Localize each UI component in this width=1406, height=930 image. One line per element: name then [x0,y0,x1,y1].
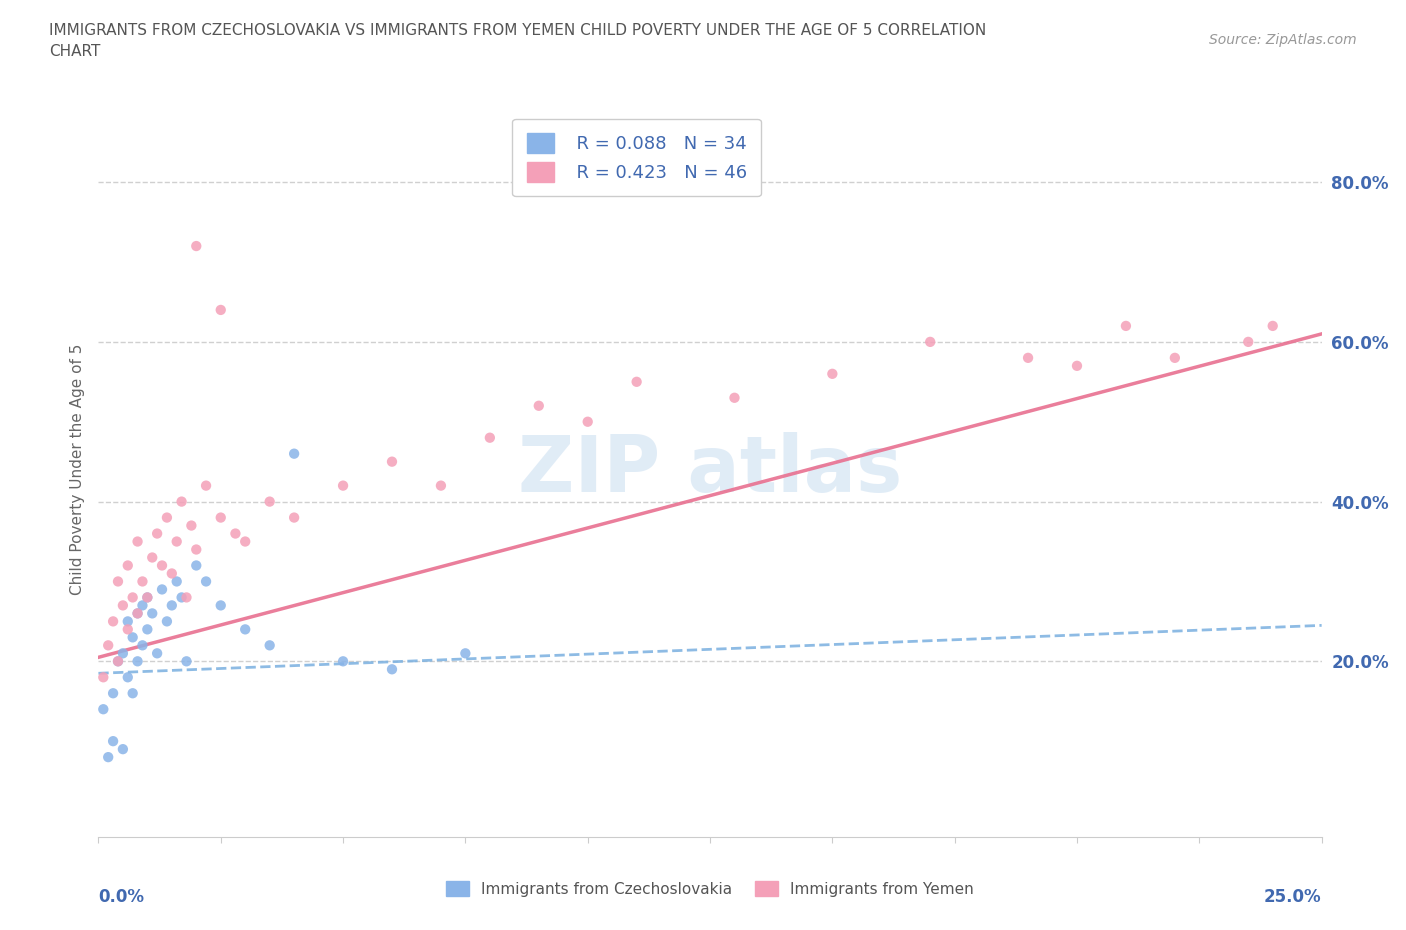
Point [101,734,124,749]
Point [259,494,281,509]
Point [195,574,218,589]
Point [91,702,114,717]
Point [156,511,179,525]
Point [180,518,202,533]
Point [186,239,208,254]
Point [332,478,354,493]
Point [224,526,246,541]
Point [127,534,149,549]
Point [121,685,143,700]
Point [576,414,599,429]
Point [723,391,745,405]
Point [131,638,153,653]
Point [97,638,120,653]
Point [209,302,232,317]
Point [101,614,124,629]
Point [259,638,281,653]
Point [141,606,163,621]
Point [454,646,477,661]
Point [920,335,942,350]
Point [107,654,129,669]
Legend: Immigrants from Czechoslovakia, Immigrants from Yemen: Immigrants from Czechoslovakia, Immigran… [440,874,980,903]
Point [111,646,134,661]
Point [111,598,134,613]
Point [117,670,139,684]
Point [91,670,114,684]
Point [111,742,134,757]
Point [127,606,149,621]
Point [136,622,159,637]
Point [156,614,179,629]
Point [381,454,404,469]
Point [146,526,169,541]
Point [626,375,648,390]
Point [430,478,453,493]
Point [131,574,153,589]
Point [117,614,139,629]
Point [332,654,354,669]
Text: ZIP atlas: ZIP atlas [517,432,903,508]
Point [233,534,256,549]
Point [283,511,305,525]
Point [131,598,153,613]
Point [195,478,218,493]
Point [170,590,193,604]
Point [150,558,173,573]
Point [160,566,183,581]
Point [121,630,143,644]
Point [381,662,404,677]
Point [1066,358,1088,373]
Point [121,590,143,604]
Point [117,558,139,573]
Point [1164,351,1187,365]
Point [117,622,139,637]
Point [527,398,550,413]
Point [127,606,149,621]
Point [1261,318,1284,333]
Text: 25.0%: 25.0% [1264,888,1322,907]
Point [141,550,163,565]
Point [209,511,232,525]
Point [176,590,198,604]
Point [136,590,159,604]
Point [209,598,232,613]
Point [166,574,188,589]
Point [101,685,124,700]
Text: Source: ZipAtlas.com: Source: ZipAtlas.com [1209,33,1357,46]
Point [150,582,173,597]
Point [136,590,159,604]
Point [1115,318,1137,333]
Y-axis label: Child Poverty Under the Age of 5: Child Poverty Under the Age of 5 [69,344,84,595]
Point [146,646,169,661]
Point [186,558,208,573]
Point [176,654,198,669]
Point [821,366,844,381]
Point [127,654,149,669]
Text: 0.0%: 0.0% [98,888,145,907]
Point [186,542,208,557]
Text: IMMIGRANTS FROM CZECHOSLOVAKIA VS IMMIGRANTS FROM YEMEN CHILD POVERTY UNDER THE : IMMIGRANTS FROM CZECHOSLOVAKIA VS IMMIGR… [49,23,987,60]
Point [233,622,256,637]
Point [160,598,183,613]
Point [170,494,193,509]
Point [97,750,120,764]
Point [166,534,188,549]
Point [1237,335,1260,350]
Point [1017,351,1039,365]
Point [283,446,305,461]
Point [107,574,129,589]
Point [107,654,129,669]
Point [478,431,501,445]
